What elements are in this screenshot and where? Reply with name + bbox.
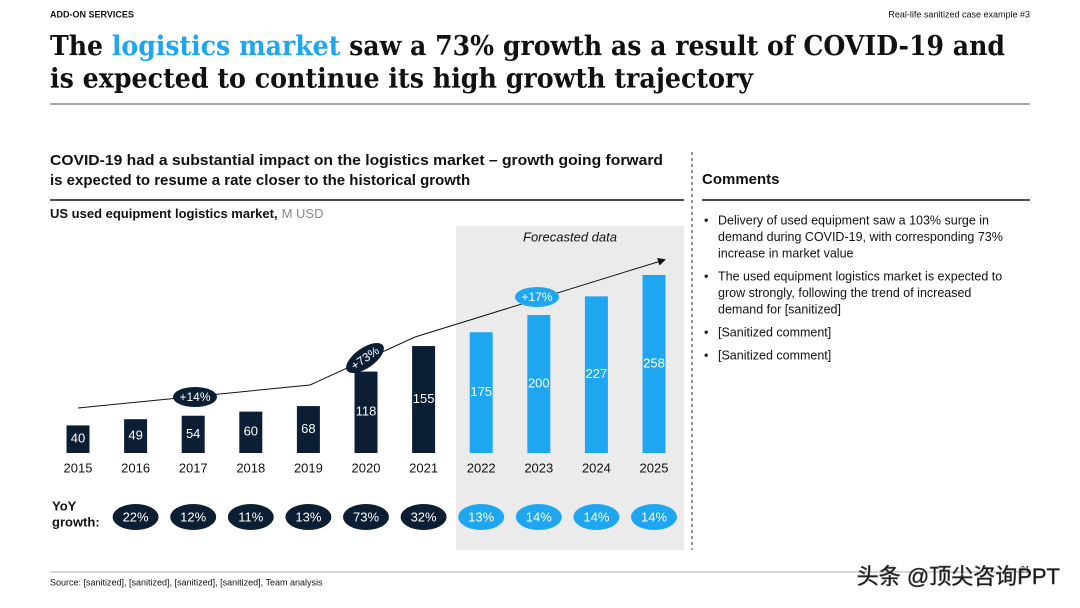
title-text: saw a 73% growth as a result of COVID-19…	[340, 31, 1005, 62]
growth-label: 22%	[123, 509, 149, 524]
comment-text: demand during COVID-19, with correspondi…	[718, 230, 1003, 244]
x-tick-label: 2018	[236, 460, 265, 475]
x-tick-label: 2016	[121, 460, 150, 475]
x-tick-label: 2024	[582, 460, 611, 475]
chart-subtitle: US used equipment logistics market, M USD	[50, 206, 323, 221]
x-tick-label: 2017	[179, 460, 208, 475]
value-label: 175	[470, 384, 492, 399]
comment-text: demand for [sanitized]	[718, 302, 841, 316]
value-label: 60	[244, 424, 258, 439]
value-label: 227	[586, 366, 608, 381]
source: Source: [sanitized], [sanitized], [sanit…	[50, 577, 323, 587]
bullet: •	[704, 269, 708, 283]
x-tick-label: 2021	[409, 460, 438, 475]
growth-label: 12%	[180, 509, 206, 524]
value-label: 258	[643, 355, 665, 370]
value-label: 54	[186, 426, 200, 441]
growth-label: 14%	[583, 509, 609, 524]
bar	[66, 425, 90, 453]
x-tick-label: 2022	[467, 460, 496, 475]
bar	[642, 274, 666, 453]
title-text: The	[50, 31, 112, 62]
growth-badge	[112, 504, 159, 530]
case-label: Real-life sanitized case example #3	[888, 9, 1030, 19]
bar	[412, 346, 436, 453]
growth-label: 14%	[526, 509, 552, 524]
value-label: 49	[128, 428, 142, 443]
bullet: •	[704, 213, 708, 227]
bar	[124, 419, 148, 453]
comment-text: The used equipment logistics market is e…	[718, 269, 1002, 283]
watermark: 头条 @顶尖咨询PPT	[857, 564, 1060, 589]
bullet: •	[704, 348, 708, 362]
growth-badge	[631, 504, 677, 530]
bar	[239, 411, 263, 453]
trend-badge	[173, 387, 217, 407]
value-label: 155	[413, 391, 435, 406]
growth-label: YoY	[52, 498, 77, 513]
trend-badge	[515, 287, 559, 307]
section-label: ADD-ON SERVICES	[50, 9, 134, 19]
growth-label: 73%	[353, 509, 379, 524]
trend-badge	[346, 342, 384, 374]
growth-badge	[285, 504, 332, 530]
bar	[469, 332, 493, 453]
comment-text: [Sanitized comment]	[718, 348, 831, 362]
trend-label: +17%	[521, 290, 552, 304]
value-label: 68	[301, 421, 315, 436]
growth-label: 13%	[295, 509, 321, 524]
page-number: 21	[1020, 564, 1030, 574]
comment-text: increase in market value	[718, 246, 854, 260]
growth-badge	[227, 504, 274, 530]
bar	[181, 415, 205, 453]
comment-text: grow strongly, following the trend of in…	[718, 286, 971, 300]
value-label: 118	[356, 404, 377, 419]
bar	[296, 406, 320, 453]
title-highlight: logistics market	[112, 31, 341, 62]
x-tick-label: 2020	[352, 460, 381, 475]
bullet: •	[704, 325, 708, 339]
growth-label: growth:	[52, 514, 100, 529]
growth-badge	[573, 504, 620, 530]
growth-label: 14%	[641, 509, 667, 524]
value-label: 200	[528, 375, 550, 390]
x-tick-label: 2023	[524, 460, 553, 475]
unit: M USD	[282, 206, 324, 221]
title: is expected to continue its high growth …	[50, 64, 754, 95]
x-tick-label: 2025	[640, 460, 669, 475]
comments-title: Comments	[702, 171, 780, 188]
growth-badge	[458, 504, 505, 530]
growth-badge	[343, 504, 389, 530]
growth-label: 13%	[468, 509, 494, 524]
growth-badge	[515, 504, 562, 530]
title: The logistics market saw a 73% growth as…	[50, 31, 1005, 62]
comment-text: [Sanitized comment]	[718, 325, 831, 339]
bar	[527, 315, 551, 453]
x-tick-label: 2019	[294, 460, 323, 475]
forecast-label: Forecasted data	[523, 229, 617, 244]
value-label: 40	[71, 431, 85, 446]
x-tick-label: 2015	[64, 460, 93, 475]
chart-title: is expected to resume a rate closer to t…	[50, 172, 470, 189]
bar	[354, 371, 378, 453]
chart-title: COVID-19 had a substantial impact on the…	[50, 152, 663, 169]
comment-text: Delivery of used equipment saw a 103% su…	[718, 213, 989, 227]
growth-label: 11%	[238, 509, 263, 524]
growth-label: 32%	[411, 509, 437, 524]
growth-badge	[400, 504, 447, 530]
subtitle-text: US used equipment logistics market,	[50, 206, 278, 221]
growth-badge	[170, 504, 217, 530]
trend-label: +14%	[179, 390, 210, 404]
bar	[584, 296, 608, 453]
